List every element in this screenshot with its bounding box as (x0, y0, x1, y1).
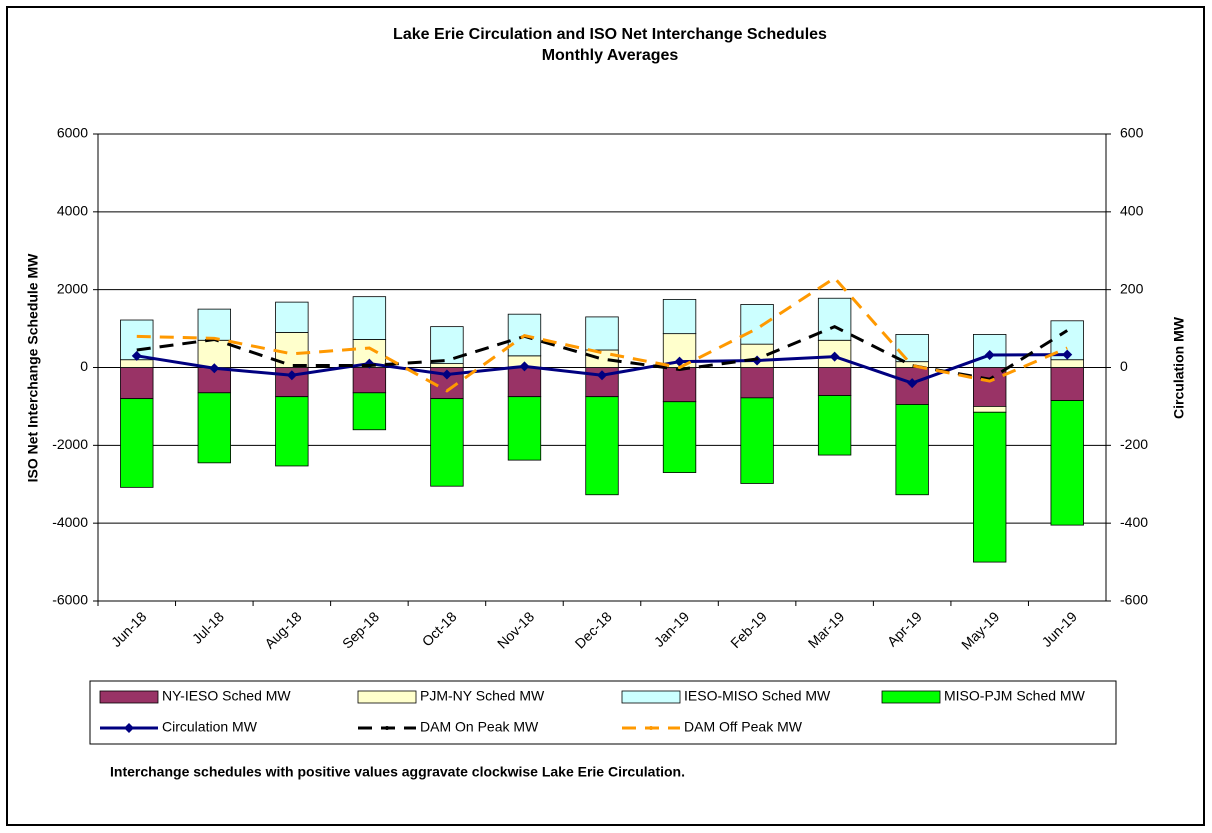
legend-label: DAM On Peak MW (420, 719, 539, 735)
bar (197, 392, 231, 464)
plot-border (97, 133, 1107, 602)
bar (197, 339, 231, 368)
bar (430, 326, 464, 365)
marker (907, 378, 918, 389)
bar (352, 367, 387, 394)
bar (895, 404, 929, 496)
marker (131, 350, 142, 361)
bar (430, 363, 464, 368)
y-tick-label: 0 (80, 358, 88, 374)
marker (286, 370, 297, 381)
bar (120, 359, 154, 368)
y2-tick-label: -400 (1120, 514, 1148, 530)
bar (817, 297, 852, 341)
legend (89, 680, 1117, 745)
y2-tick-label: 200 (1120, 280, 1144, 296)
legend-label: PJM-NY Sched MW (420, 688, 545, 704)
bar (817, 395, 852, 456)
y-axis-label: ISO Net Interchange Schedule MW (25, 253, 41, 482)
y2-tick-label: -600 (1120, 592, 1148, 608)
marker (1062, 349, 1073, 360)
y2-tick-label: 400 (1120, 203, 1144, 219)
bar (120, 367, 154, 400)
bar (120, 398, 154, 488)
bar (973, 406, 1007, 413)
y2-tick-label: 0 (1120, 358, 1128, 374)
annotation: Interchange schedules with positive valu… (110, 764, 685, 780)
bar (507, 367, 542, 398)
bar (507, 396, 542, 461)
bar (817, 367, 852, 396)
bar (895, 334, 929, 363)
bar (1050, 367, 1084, 401)
marker (597, 370, 607, 381)
y-tick-label: -2000 (52, 436, 88, 452)
bar (740, 367, 774, 399)
legend-label: Circulation MW (162, 719, 258, 735)
bar (197, 308, 231, 341)
y2-tick-label: 600 (1120, 125, 1144, 141)
marker (519, 361, 530, 372)
bar (275, 396, 309, 467)
bar (1050, 400, 1084, 526)
bar (973, 411, 1007, 563)
bar (585, 316, 619, 351)
legend-swatch (357, 690, 417, 704)
bar (585, 396, 619, 496)
bar (275, 301, 309, 333)
y-tick-label: 4000 (57, 203, 88, 219)
legend-swatch (621, 690, 681, 704)
legend-marker (649, 726, 653, 730)
legend-swatch (881, 690, 941, 704)
marker (674, 356, 685, 367)
y-tick-label: 6000 (57, 125, 88, 141)
y-tick-label: 2000 (57, 280, 88, 296)
bar (740, 304, 774, 345)
legend-label: IESO-MISO Sched MW (684, 688, 831, 704)
bar (430, 398, 464, 487)
marker (209, 363, 220, 374)
y2-axis-label: Circulation MW (1171, 316, 1187, 419)
marker (441, 369, 452, 380)
bar (662, 401, 697, 473)
y-tick-label: -4000 (52, 514, 88, 530)
legend-marker (124, 723, 134, 733)
y2-tick-label: -200 (1120, 436, 1148, 452)
chart-subtitle: Monthly Averages (542, 47, 679, 64)
chart-title: Lake Erie Circulation and ISO Net Interc… (393, 26, 827, 43)
legend-swatch (99, 690, 159, 704)
legend-label: MISO-PJM Sched MW (944, 688, 1086, 704)
marker (984, 350, 995, 361)
legend-label: NY-IESO Sched MW (162, 688, 291, 704)
legend-marker (385, 726, 389, 730)
bar (740, 397, 774, 484)
bar (662, 298, 697, 335)
y-tick-label: -6000 (52, 592, 88, 608)
bar (662, 367, 697, 403)
bar (352, 392, 387, 431)
bar (973, 367, 1007, 407)
bar (1050, 359, 1084, 368)
legend-label: DAM Off Peak MW (684, 719, 803, 735)
bar (352, 296, 387, 340)
marker (829, 351, 840, 362)
bar (585, 349, 619, 368)
